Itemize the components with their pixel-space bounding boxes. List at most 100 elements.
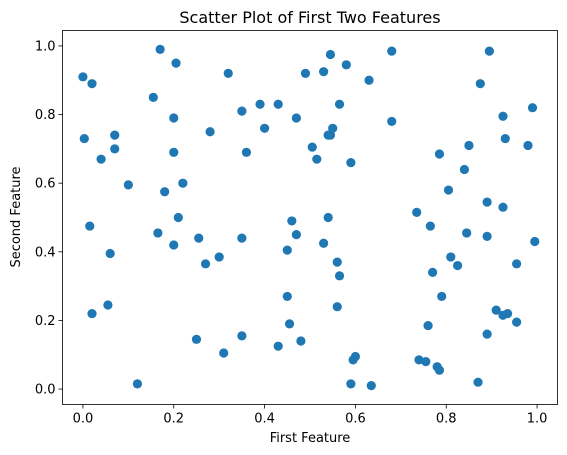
scatter-point (287, 216, 297, 226)
scatter-point (173, 212, 183, 223)
scatter-point (350, 351, 361, 362)
scatter-point (148, 92, 158, 103)
y-axis: 0.0 0.2 0.4 0.6 0.8 1.0 (35, 39, 63, 398)
x-tick-label: 1.0 (527, 412, 548, 427)
scatter-point (523, 140, 533, 151)
scatter-point (291, 230, 301, 240)
scatter-point (387, 116, 397, 127)
scatter-point (482, 231, 492, 241)
scatter-point (323, 130, 333, 140)
scatter-point (530, 236, 540, 247)
scatter-point (200, 259, 211, 269)
scatter-point (282, 291, 292, 302)
scatter-point (425, 221, 435, 231)
scatter-point (169, 240, 179, 250)
scatter-point (364, 75, 374, 85)
x-tick-label: 0.2 (163, 412, 184, 427)
scatter-point (110, 144, 120, 154)
scatter-point (346, 158, 356, 168)
scatter-point (423, 320, 433, 331)
scatter-point (219, 348, 229, 358)
scatter-point (169, 147, 179, 157)
scatter-point (296, 336, 306, 346)
scatter-point (498, 111, 508, 121)
scatter-point (334, 99, 345, 109)
scatter-point (237, 331, 247, 341)
scatter-point (273, 341, 283, 351)
scatter-point (332, 257, 342, 267)
y-tick-label: 1.0 (35, 39, 56, 54)
scatter-point (482, 197, 492, 207)
scatter-point (178, 178, 188, 188)
scatter-point (307, 142, 317, 152)
scatter-point (512, 317, 522, 327)
scatter-point (132, 379, 143, 389)
scatter-point (346, 379, 356, 389)
scatter-point (110, 130, 120, 140)
scatter-point (237, 106, 247, 116)
scatter-point (421, 357, 431, 367)
scatter-point (160, 187, 170, 197)
x-tick-label: 0.0 (73, 412, 94, 427)
axes-frame (62, 30, 558, 405)
y-axis-label: Second Feature (9, 166, 24, 267)
scatter-point (475, 79, 485, 89)
scatter-point (498, 310, 508, 320)
scatter-point (79, 133, 89, 144)
scatter-point (334, 271, 345, 281)
scatter-point (273, 99, 283, 109)
scatter-point (96, 154, 106, 164)
scatter-point (312, 154, 322, 164)
scatter-point (123, 180, 133, 190)
y-tick-label: 0.8 (35, 108, 56, 123)
scatter-point (223, 68, 233, 78)
scatter-point (284, 319, 295, 329)
scatter-point (85, 221, 95, 231)
scatter-point (259, 123, 270, 133)
scatter-point (434, 365, 445, 375)
scatter-point (491, 305, 501, 315)
scatter-point (214, 252, 224, 262)
scatter-point (473, 377, 483, 387)
y-tick-label: 0.4 (35, 245, 56, 260)
y-tick-label: 0.2 (35, 314, 56, 329)
x-tick-label: 0.6 (345, 412, 366, 427)
scatter-point (237, 233, 247, 243)
scatter-point (87, 79, 97, 89)
scatter-point (191, 334, 202, 344)
scatter-point (482, 329, 492, 339)
scatter-point (155, 44, 165, 54)
scatter-point (446, 252, 456, 262)
scatter-point (459, 164, 469, 175)
y-tick-label: 0.6 (35, 177, 56, 192)
plot-area (78, 44, 540, 391)
scatter-point (319, 238, 329, 248)
scatter-point (512, 259, 522, 269)
x-axis-label: First Feature (270, 431, 351, 446)
scatter-point (484, 46, 494, 56)
scatter-point (437, 291, 447, 302)
x-axis: 0.0 0.2 0.4 0.6 0.8 1.0 (73, 404, 548, 427)
x-tick-label: 0.8 (436, 412, 457, 427)
scatter-point (462, 228, 472, 238)
scatter-point (443, 185, 454, 195)
scatter-point (78, 72, 88, 82)
scatter-point (105, 248, 115, 259)
scatter-point (328, 123, 338, 133)
scatter-point (300, 68, 311, 78)
scatter-point (255, 99, 265, 109)
scatter-point (87, 308, 97, 319)
scatter-point (434, 149, 445, 159)
scatter-point (194, 233, 204, 243)
scatter-point (323, 212, 333, 223)
scatter-point (282, 245, 292, 255)
scatter-point (527, 103, 538, 113)
scatter-point (366, 381, 376, 391)
scatter-point (332, 302, 342, 312)
scatter-point (498, 202, 508, 212)
scatter-point (500, 133, 510, 144)
scatter-point (428, 267, 438, 277)
scatter-point (464, 140, 474, 151)
